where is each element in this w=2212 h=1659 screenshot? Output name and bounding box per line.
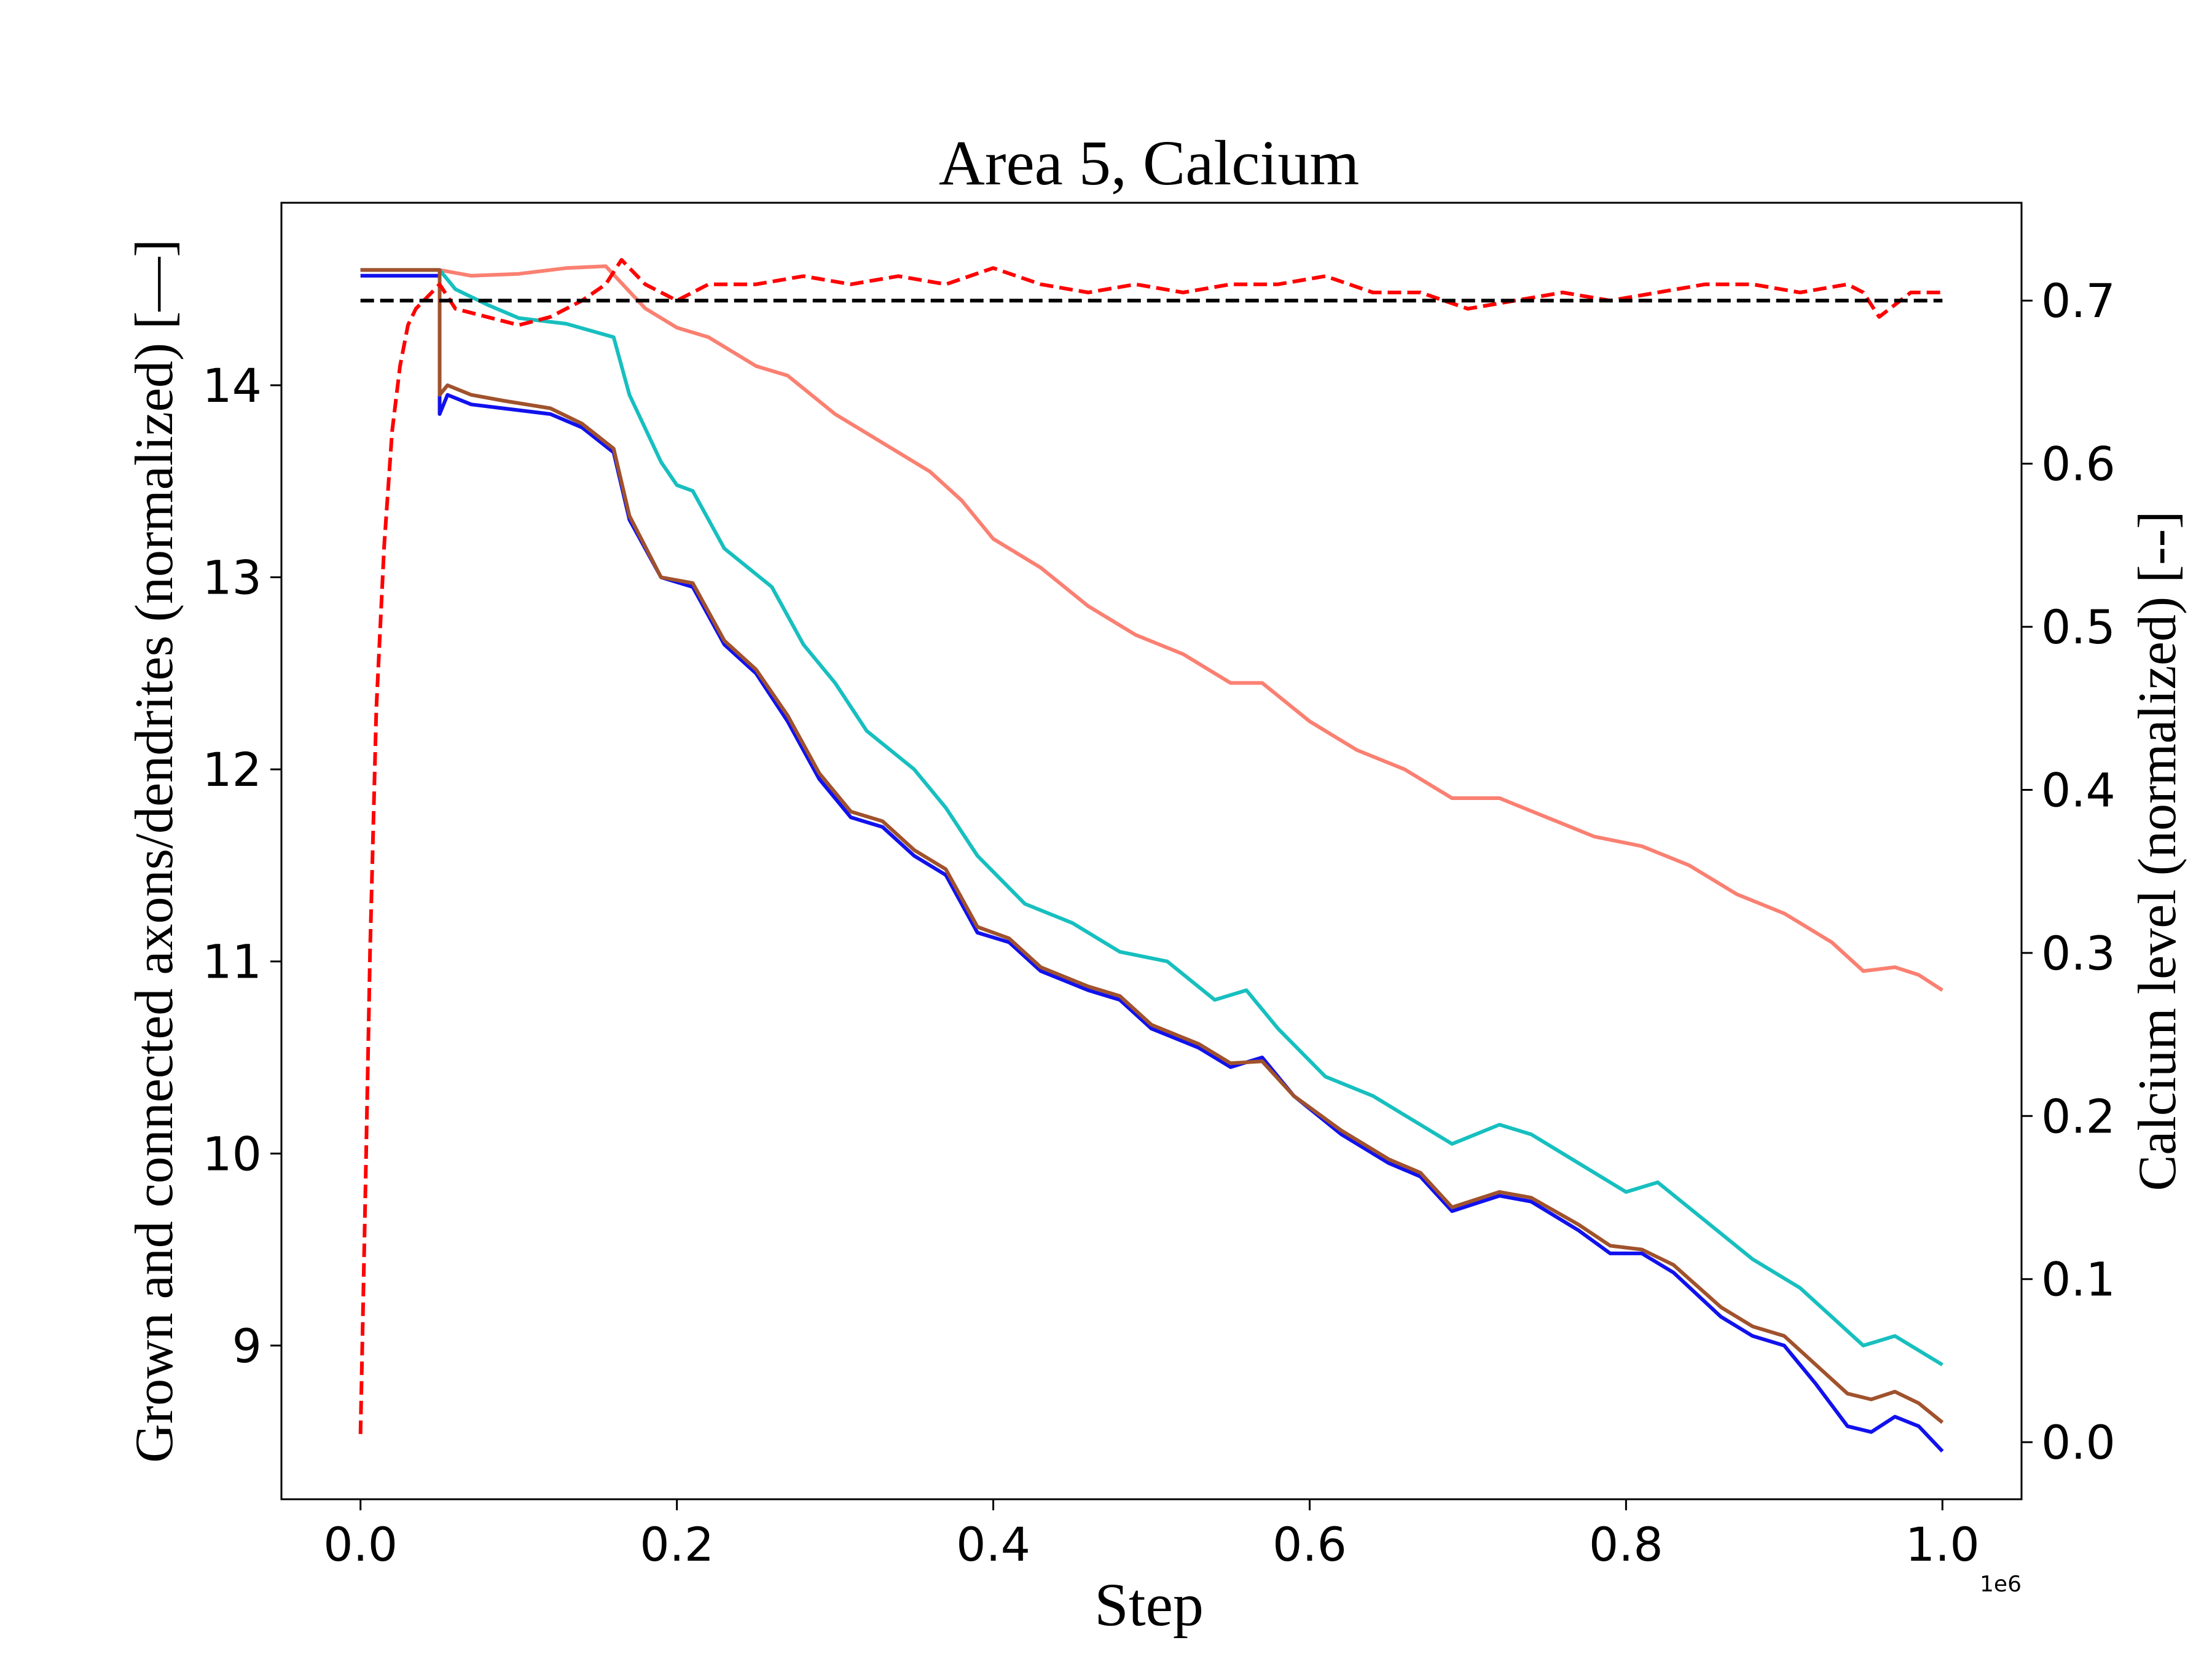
x-axis-label: Step [1094,1571,1204,1639]
series-layer [358,257,1944,1453]
y-right-tick-label: 0.1 [2041,1252,2116,1307]
y-right-tick-label: 0.6 [2041,437,2116,492]
y-left-tick-label: 10 [202,1126,262,1181]
x-offset-label: 1e6 [1980,1572,2022,1597]
x-tick-label: 0.2 [640,1517,714,1572]
y-left-tick-label: 9 [232,1319,262,1373]
x-tick-label: 0.6 [1273,1517,1347,1572]
series-line-0 [360,264,1943,992]
y-left-tick-label: 13 [202,551,262,605]
x-tick-label: 0.8 [1589,1517,1663,1572]
series-line-4 [358,257,1943,1434]
plot-area-frame [280,202,2023,1500]
y-right-tick-label: 0.3 [2041,926,2116,981]
y-right-tick-label: 0.2 [2041,1089,2116,1143]
y-right-tick-label: 0.7 [2041,273,2116,328]
chart-title: Area 5, Calcium [939,128,1359,198]
x-tick-label: 1.0 [1905,1517,1980,1572]
y-right-tick-label: 0.5 [2041,600,2116,654]
y-left-tick-label: 11 [202,935,262,989]
series-line-1 [360,268,1943,1367]
y-axis-right: 0.0 0.1 0.2 0.3 0.4 0.5 0.6 0.7 [2022,273,2116,1470]
y-right-tick-label: 0.4 [2041,763,2116,817]
y-left-tick-label: 12 [202,742,262,797]
y-axis-label-left: Grown and connected axons/dendrites (nor… [125,239,184,1463]
series-line-3 [360,268,1944,1424]
y-left-tick-label: 14 [202,358,262,413]
y-axis-left: 9 10 11 12 13 14 [202,358,281,1373]
x-tick-label: 0.4 [956,1517,1030,1572]
series-line-2 [360,273,1944,1453]
x-axis: 0.0 0.2 0.4 0.6 0.8 1.0 [323,1499,1980,1572]
y-axis-label-right: Calcium level (normalized) [--] [2128,511,2187,1191]
x-tick-label: 0.0 [323,1517,398,1572]
y-right-tick-label: 0.0 [2041,1415,2116,1470]
